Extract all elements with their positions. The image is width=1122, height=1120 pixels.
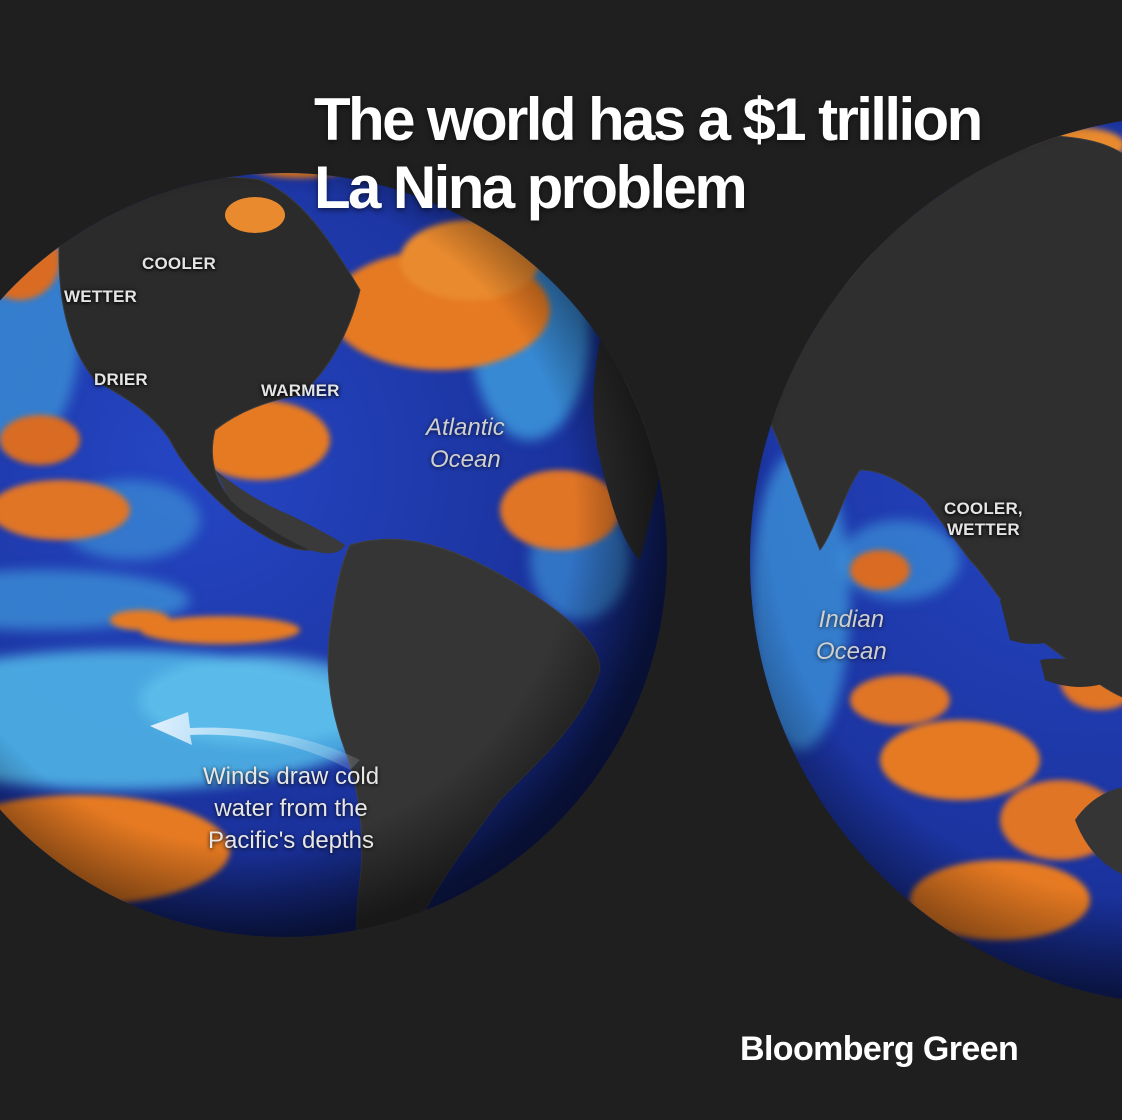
headline: The world has a $1 trillion La Nina prob… (314, 86, 983, 222)
brand-logo: Bloomberg Green (740, 1030, 1019, 1068)
label-drier: DRIER (94, 370, 148, 389)
label-warmer: WARMER (261, 381, 340, 400)
wind-annotation: Winds draw cold water from the Pacific's… (203, 763, 380, 854)
label-cooler: COOLER (142, 254, 216, 273)
label-wetter: WETTER (64, 287, 137, 306)
label-indian-ocean: Indian Ocean (816, 606, 887, 665)
wind-arrow (150, 712, 360, 770)
label-cooler-wetter: COOLER, WETTER (944, 499, 1023, 539)
label-atlantic-ocean: Atlantic Ocean (426, 414, 505, 473)
headline-line-1: The world has a $1 trillion (314, 86, 983, 153)
headline-line-2: La Nina problem (314, 154, 748, 221)
east-globe (750, 121, 1122, 999)
west-globe (0, 173, 667, 937)
